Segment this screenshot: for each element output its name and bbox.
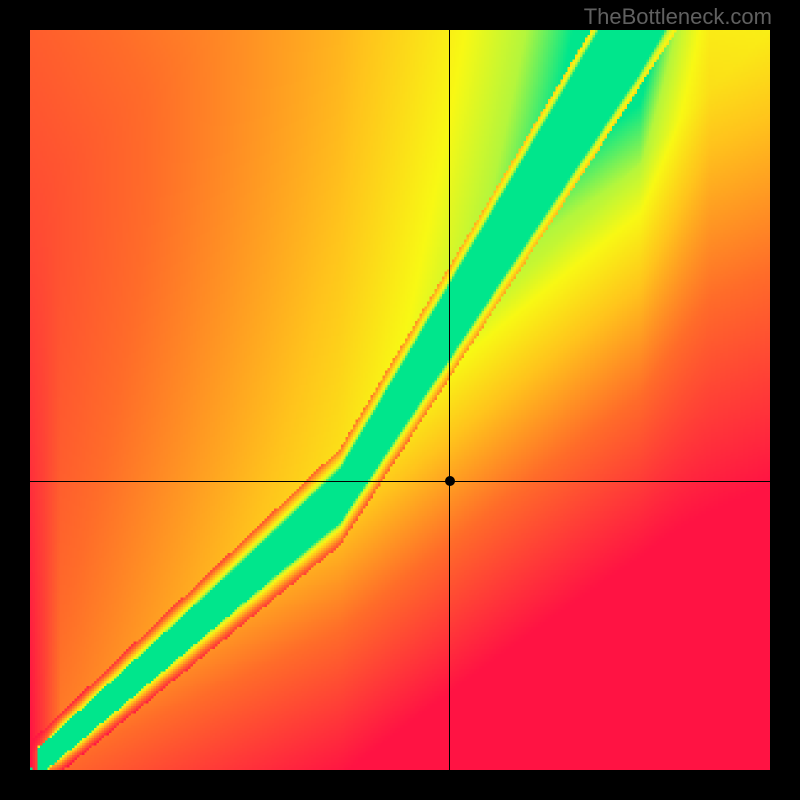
crosshair-vertical — [449, 30, 450, 770]
watermark-text: TheBottleneck.com — [584, 4, 772, 30]
crosshair-horizontal — [30, 481, 770, 482]
chart-container: TheBottleneck.com — [0, 0, 800, 800]
heatmap-plot — [30, 30, 770, 770]
